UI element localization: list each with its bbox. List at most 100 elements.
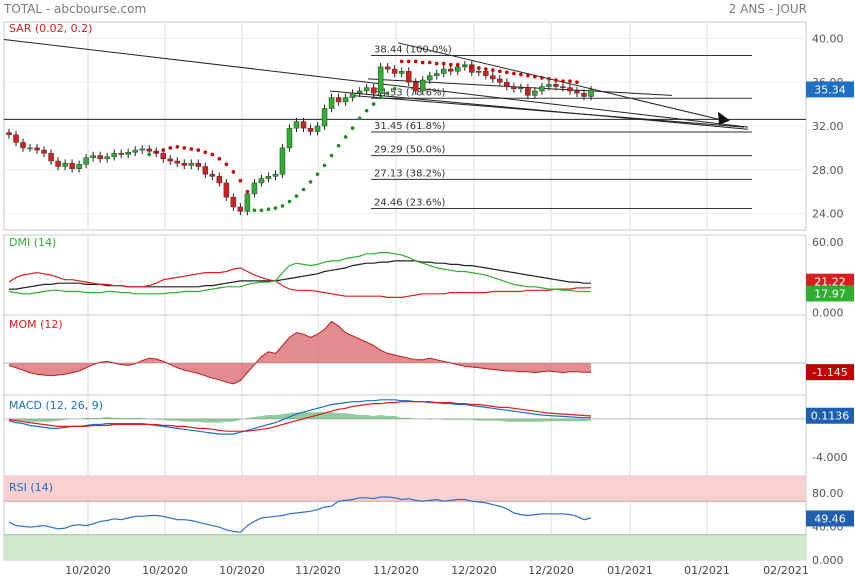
value-box-text: 0.1136 <box>811 410 850 423</box>
plus-di-line <box>8 252 591 295</box>
sar-dot <box>210 152 215 157</box>
candle-down <box>405 71 412 83</box>
dmi-panel-title: DMI (14) <box>9 236 56 249</box>
candle-up <box>546 84 552 87</box>
candle-down <box>553 84 559 87</box>
candle-down <box>69 162 75 169</box>
trend-line <box>349 94 745 128</box>
y-tick-label: 80.00 <box>812 487 844 500</box>
mom-last-value: -1.145 <box>806 364 854 381</box>
sar-dot <box>420 60 425 65</box>
oversold-band <box>4 534 806 560</box>
candle-up <box>83 157 89 165</box>
x-tick-label: 10/2020 <box>219 564 265 577</box>
sar-dot <box>498 69 502 74</box>
macd-line <box>8 399 591 435</box>
candle-up <box>455 66 461 72</box>
trend-line <box>397 42 725 122</box>
sar-dot <box>168 146 173 150</box>
sar-dot <box>350 126 355 130</box>
rsi-last-value: 49.46 <box>806 510 854 527</box>
candle-down <box>174 160 181 164</box>
candle-down <box>490 75 496 80</box>
x-tick-label: 12/2020 <box>451 564 497 577</box>
sar-dot <box>561 79 565 83</box>
candle-down <box>497 78 503 83</box>
candle-down <box>307 127 314 132</box>
candle-down <box>20 142 26 149</box>
candle-down <box>55 160 61 167</box>
sar-dot <box>343 135 348 139</box>
x-tick-label: 12/2020 <box>528 564 574 577</box>
value-box-text: 21.22 <box>814 276 846 289</box>
sar-dot <box>512 71 516 76</box>
y-tick-label: 24.00 <box>812 208 844 221</box>
y-tick-label: 28.00 <box>812 164 844 177</box>
candle-up <box>476 71 482 73</box>
candle-down <box>448 68 454 72</box>
sar-dot <box>505 70 509 75</box>
arrow-head <box>718 111 730 125</box>
value-box-text: 49.46 <box>814 512 846 525</box>
y-tick-label: 0.000 <box>812 554 844 567</box>
price-panel-title: SAR (0.02, 0.2) <box>9 22 92 35</box>
sar-dot <box>266 207 271 211</box>
sar-dot <box>519 72 523 77</box>
sar-dot <box>469 65 474 69</box>
candle-up <box>251 182 258 195</box>
sar-dot <box>491 68 495 72</box>
value-box-text: 35.34 <box>814 83 846 96</box>
overbought-band <box>4 476 806 502</box>
candle-up <box>244 193 251 212</box>
macd-panel-title: MACD (12, 26, 9) <box>9 399 103 412</box>
candle-down <box>13 134 19 143</box>
candle-down <box>97 155 103 160</box>
candle-up <box>139 148 145 151</box>
candle-down <box>34 147 40 151</box>
momentum-area <box>9 321 591 384</box>
candle-up <box>265 176 272 179</box>
mom-panel-title: MOM (12) <box>9 318 63 331</box>
candle-down <box>525 87 531 96</box>
sar-dot <box>455 62 460 67</box>
candle-up <box>349 92 356 98</box>
macd-signal-line <box>8 401 592 432</box>
sar-dot <box>161 148 166 152</box>
candle-up <box>363 87 370 92</box>
candle-down <box>167 158 174 162</box>
candle-down <box>195 162 202 167</box>
candle-down <box>160 153 167 160</box>
candle-up <box>111 153 117 157</box>
candle-down <box>209 173 216 177</box>
sar-dot <box>441 61 446 66</box>
sar-dot <box>175 145 180 149</box>
candle-down <box>412 81 419 92</box>
candle-up <box>398 71 405 74</box>
fib-level-label: 34.53 (78.6%) <box>374 87 445 98</box>
candle-up <box>27 147 33 150</box>
fib-level-label: 29.29 (50.0%) <box>374 145 445 156</box>
trend-line <box>3 39 749 128</box>
y-tick-label: -4.000 <box>812 451 847 464</box>
x-tick-label: 01/2021 <box>607 564 653 577</box>
value-box-bg <box>806 285 854 302</box>
sar-dot <box>329 153 334 158</box>
sar-dot <box>413 59 418 64</box>
candle-up <box>328 97 335 109</box>
candle-up <box>132 149 138 153</box>
candle-up <box>342 97 349 103</box>
candle-down <box>335 97 342 103</box>
sar-dot <box>399 59 404 64</box>
macd-histogram <box>9 412 591 423</box>
sar-dot <box>477 66 481 70</box>
candle-down <box>504 81 510 87</box>
macd-last-value: 0.1136 <box>806 407 854 424</box>
y-tick-label: 60.00 <box>812 236 844 249</box>
sar-dot <box>406 59 411 64</box>
x-tick-label: 02/2021 <box>763 564 809 577</box>
panel-frame <box>3 234 807 316</box>
fib-level-label: 38.44 (100.0%) <box>374 44 452 55</box>
candle-down <box>6 132 12 136</box>
candle-down <box>118 153 124 155</box>
